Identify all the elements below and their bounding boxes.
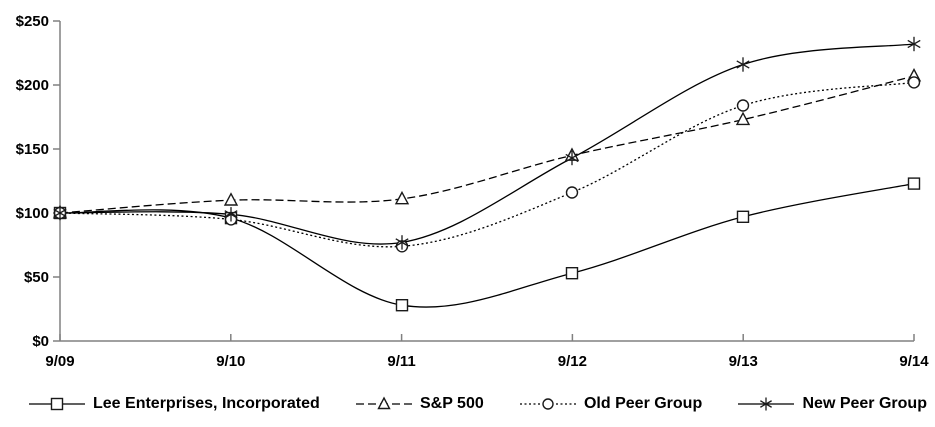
circle-marker-icon: [542, 398, 554, 410]
circle-marker-icon: [907, 76, 921, 89]
asterisk-marker-icon: [224, 210, 238, 219]
series-line-old-peer-group: [59, 81, 915, 248]
legend-item-s-p-500: S&P 500: [355, 395, 484, 413]
legend-item-lee-enterprises-incorporated: Lee Enterprises, Incorporated: [28, 395, 320, 413]
square-marker-icon: [565, 267, 579, 280]
triangle-marker-icon: [223, 192, 239, 206]
asterisk-marker-icon: [760, 400, 773, 408]
legend-item-new-peer-group: New Peer Group: [737, 395, 927, 413]
square-marker-icon: [736, 210, 750, 224]
triangle-legend-glyph-icon: [355, 396, 412, 410]
asterisk-marker-icon: [395, 238, 409, 247]
y-tick-label: $50: [24, 269, 49, 286]
legend-label: Old Peer Group: [583, 395, 703, 412]
legend-item-old-peer-group: Old Peer Group: [519, 395, 702, 413]
x-tick-label: 9/11: [387, 353, 415, 370]
chart-canvas: $0 $50 $100 $150 $200 $250 9/09 9/10 9/11 9/12 9/1…: [16, 13, 930, 370]
series-line-new-peer-group: [59, 43, 915, 245]
series-line-s-p-500: [59, 75, 915, 214]
asterisk-marker-icon: [907, 39, 921, 49]
triangle-marker-icon: [735, 111, 751, 126]
x-tick-label: 9/10: [216, 353, 245, 370]
x-tick-label: 9/14: [899, 353, 929, 370]
y-tick-label: $100: [16, 205, 49, 222]
y-tick-label: $250: [16, 13, 49, 30]
asterisk-marker-icon: [53, 208, 67, 218]
x-tick-label: 9/12: [558, 353, 587, 370]
y-tick-label: $0: [32, 333, 49, 350]
square-marker-icon: [50, 397, 64, 411]
legend-label: Lee Enterprises, Incorporated: [93, 395, 320, 412]
x-tick-label: 9/13: [729, 353, 758, 370]
chart-legend: Lee Enterprises, Incorporated S&P 500 Old …: [0, 386, 935, 422]
square-marker-icon: [907, 177, 921, 190]
asterisk-marker-icon: [565, 153, 579, 163]
asterisk-legend-glyph-icon: [738, 397, 795, 411]
y-tick-label: $200: [16, 77, 49, 94]
x-tick-label: 9/09: [45, 353, 74, 370]
circle-marker-icon: [565, 186, 579, 199]
circle-legend-glyph-icon: [519, 398, 576, 410]
legend-label: S&P 500: [419, 395, 484, 412]
legend-label: New Peer Group: [802, 395, 927, 412]
triangle-marker-icon: [394, 190, 410, 205]
triangle-marker-icon: [377, 396, 391, 410]
series-line-lee-enterprises-incorporated: [59, 182, 915, 308]
square-marker-icon: [395, 299, 409, 312]
circle-marker-icon: [736, 99, 750, 112]
square-legend-glyph-icon: [29, 397, 85, 411]
y-tick-label: $150: [16, 141, 49, 158]
asterisk-marker-icon: [736, 60, 750, 69]
